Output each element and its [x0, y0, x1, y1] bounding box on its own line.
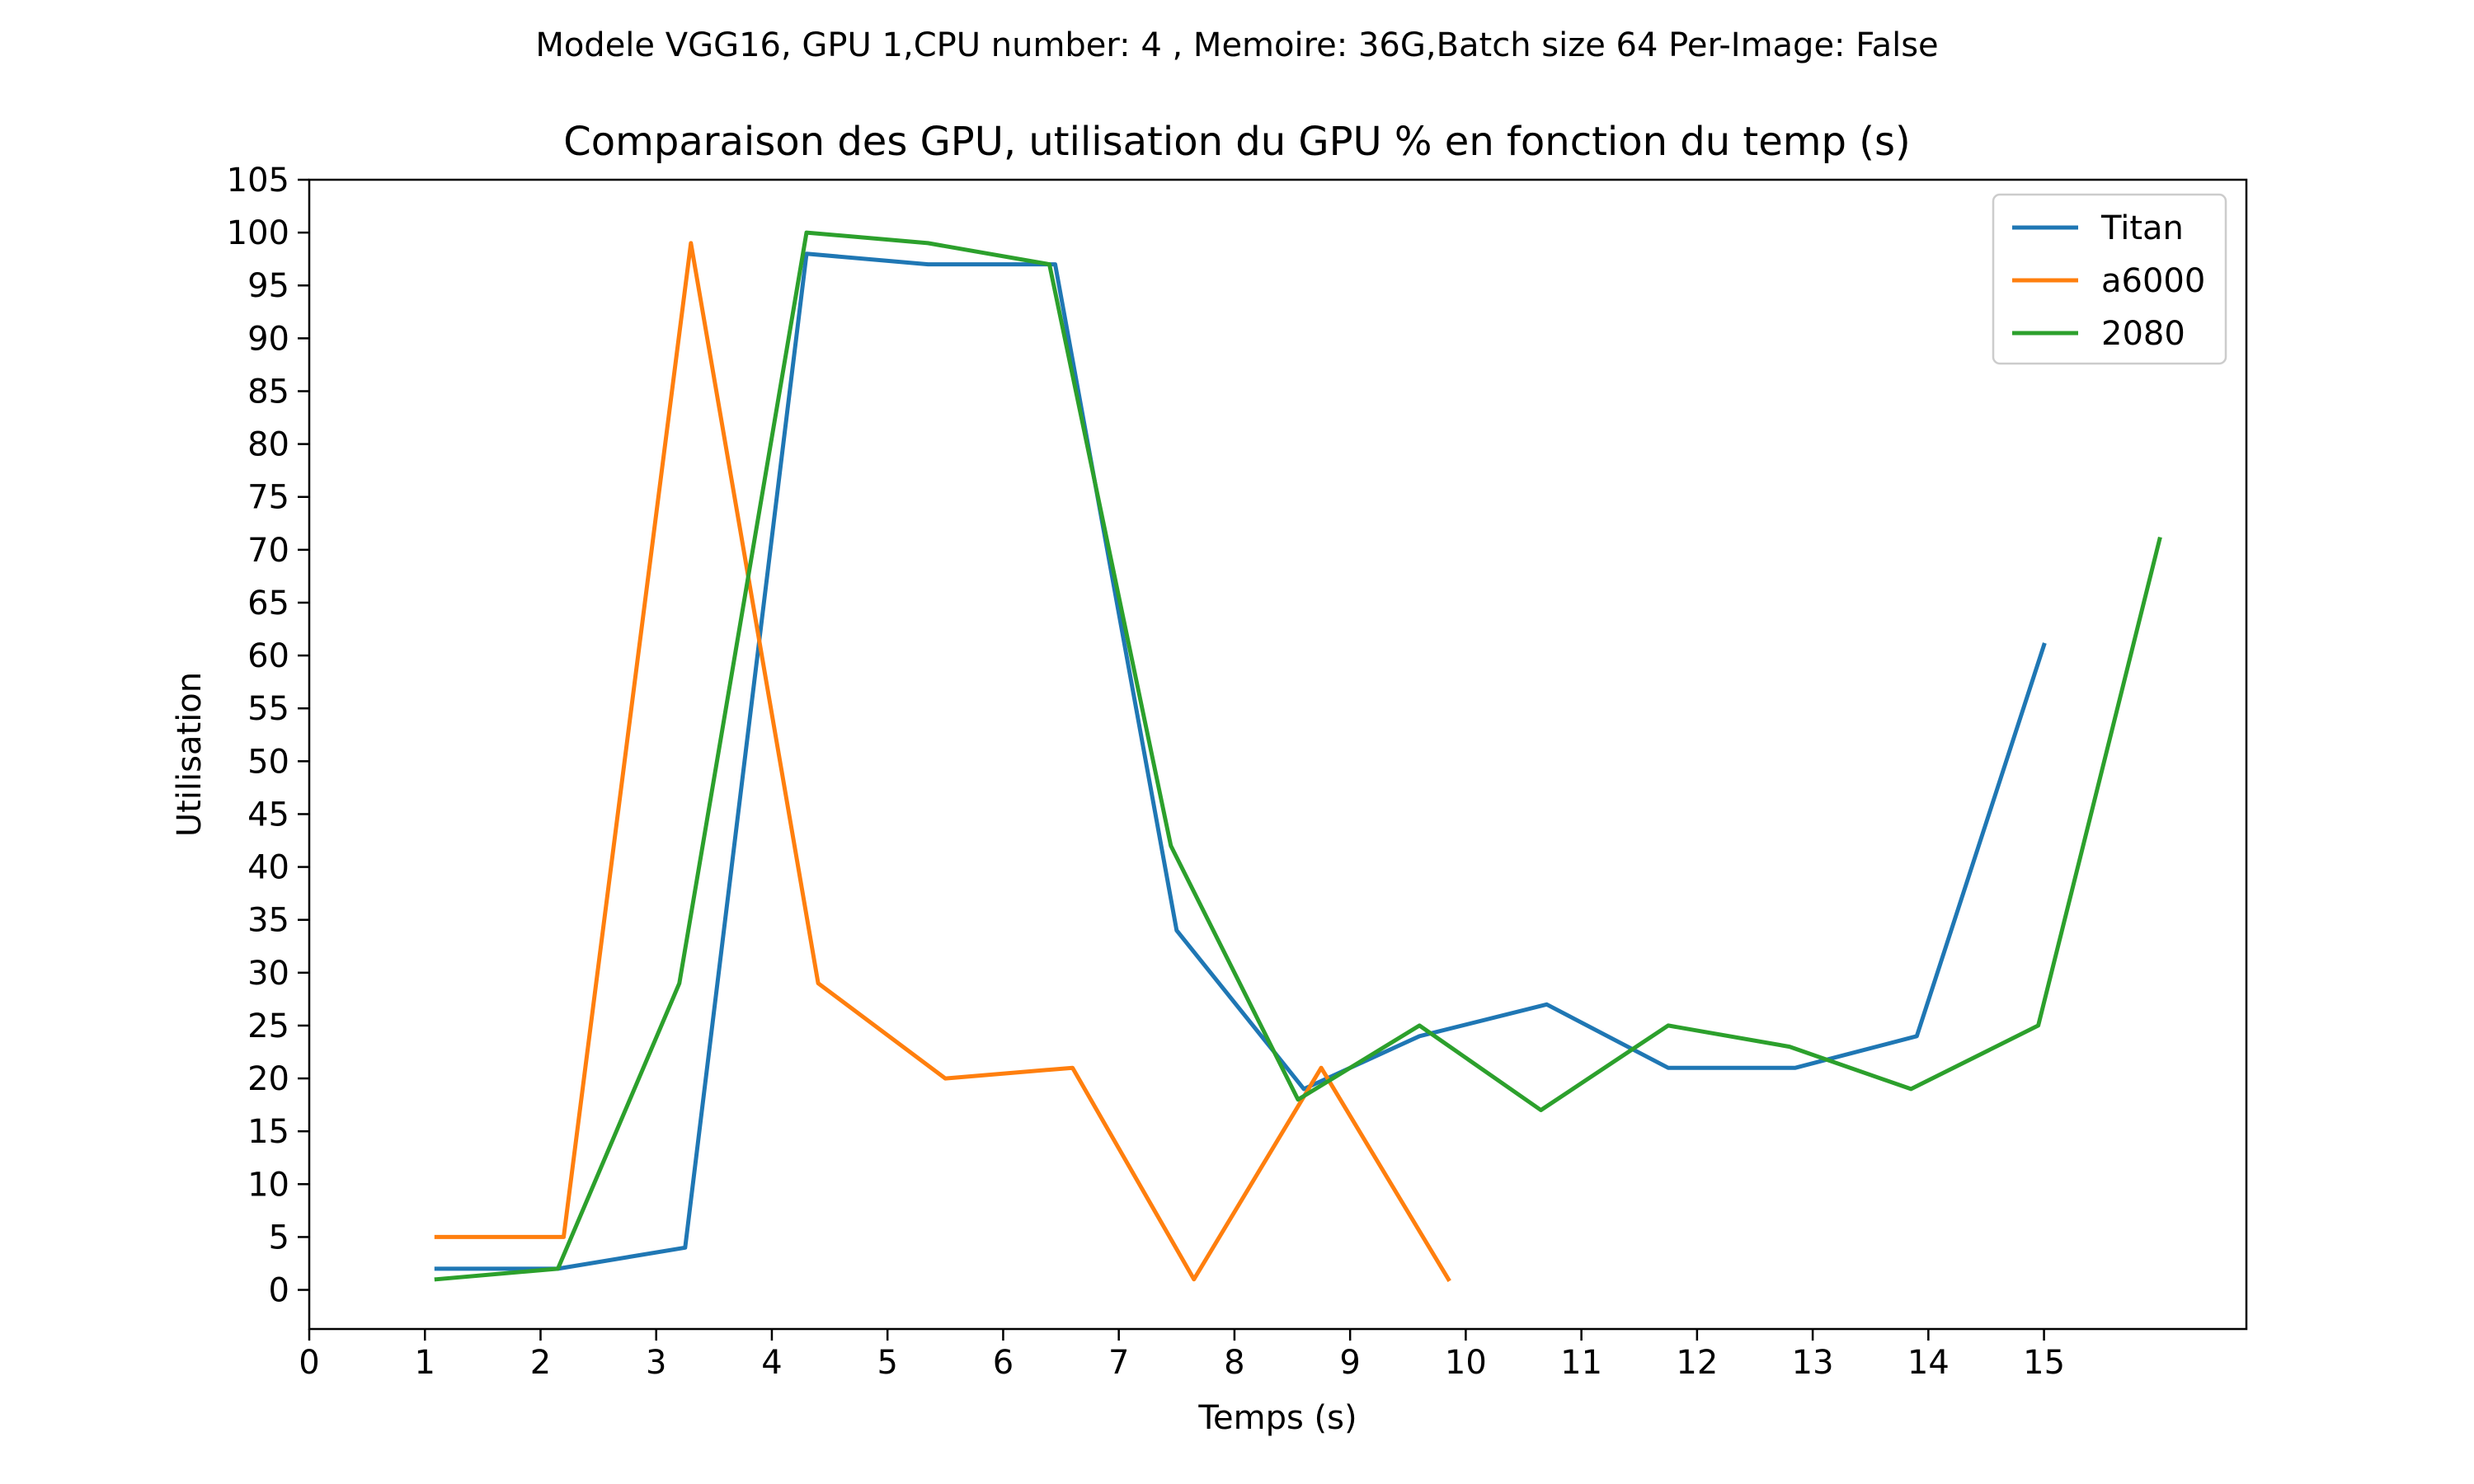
x-tick-label: 7 — [1108, 1344, 1129, 1382]
x-tick-label: 0 — [299, 1344, 319, 1382]
y-tick-label: 60 — [247, 637, 289, 675]
y-tick-label: 65 — [247, 585, 289, 622]
legend-label-2080: 2080 — [2101, 315, 2185, 353]
x-tick-label: 15 — [2023, 1344, 2065, 1382]
y-axis-label: Utilisation — [171, 672, 209, 837]
x-tick-label: 2 — [530, 1344, 551, 1382]
y-tick-label: 20 — [247, 1060, 289, 1098]
series-line-a6000 — [434, 241, 1451, 1283]
legend-entries: Titan a6000 2080 — [2012, 209, 2205, 353]
x-tick-label: 5 — [877, 1344, 897, 1382]
series-line-titan — [434, 251, 2047, 1271]
y-tick-label: 85 — [247, 373, 289, 411]
legend-label-a6000: a6000 — [2101, 262, 2205, 300]
x-tick-label: 6 — [993, 1344, 1014, 1382]
legend: Titan a6000 2080 — [1992, 193, 2227, 365]
y-tick-label: 50 — [247, 743, 289, 781]
x-tick-label: 8 — [1224, 1344, 1244, 1382]
x-tick-label: 10 — [1445, 1344, 1487, 1382]
series-line-2080 — [434, 230, 2162, 1282]
y-tick-label: 5 — [269, 1219, 289, 1256]
y-tick-label: 30 — [247, 955, 289, 993]
y-tick-label: 0 — [269, 1272, 289, 1310]
x-tick-label: 13 — [1792, 1344, 1834, 1382]
y-tick-label: 45 — [247, 796, 289, 834]
x-tick-label: 3 — [646, 1344, 666, 1382]
y-tick-label: 25 — [247, 1007, 289, 1045]
chart-title: Comparaison des GPU, utilisation du GPU … — [563, 119, 1910, 165]
chart-suptitle: Modele VGG16, GPU 1,CPU number: 4 , Memo… — [535, 26, 1938, 64]
y-tick-label: 15 — [247, 1113, 289, 1151]
y-tick-label: 55 — [247, 690, 289, 728]
y-tick-label: 90 — [247, 320, 289, 358]
ticks-layer: 0 1 2 3 4 5 6 7 8 9 10 11 12 13 14 15051015202530354045… — [227, 162, 2065, 1382]
y-tick-label: 95 — [247, 267, 289, 305]
plot-frame — [308, 178, 2248, 1331]
y-tick-label: 10 — [247, 1166, 289, 1204]
y-tick-label: 80 — [247, 426, 289, 464]
x-tick-label: 1 — [415, 1344, 435, 1382]
x-tick-label: 14 — [1907, 1344, 1950, 1382]
y-tick-label: 40 — [247, 849, 289, 887]
series-layer — [434, 230, 2162, 1283]
x-tick-label: 11 — [1560, 1344, 1602, 1382]
legend-box — [1992, 193, 2227, 365]
y-tick-label: 75 — [247, 479, 289, 517]
y-tick-label: 35 — [247, 902, 289, 940]
x-tick-label: 12 — [1676, 1344, 1718, 1382]
y-tick-label: 70 — [247, 532, 289, 570]
legend-label-titan: Titan — [2100, 209, 2184, 247]
x-tick-label: 9 — [1339, 1344, 1360, 1382]
x-axis-label: Temps (s) — [1197, 1399, 1357, 1437]
y-tick-label: 105 — [227, 162, 289, 200]
y-tick-label: 100 — [227, 214, 289, 252]
x-tick-label: 4 — [761, 1344, 782, 1382]
